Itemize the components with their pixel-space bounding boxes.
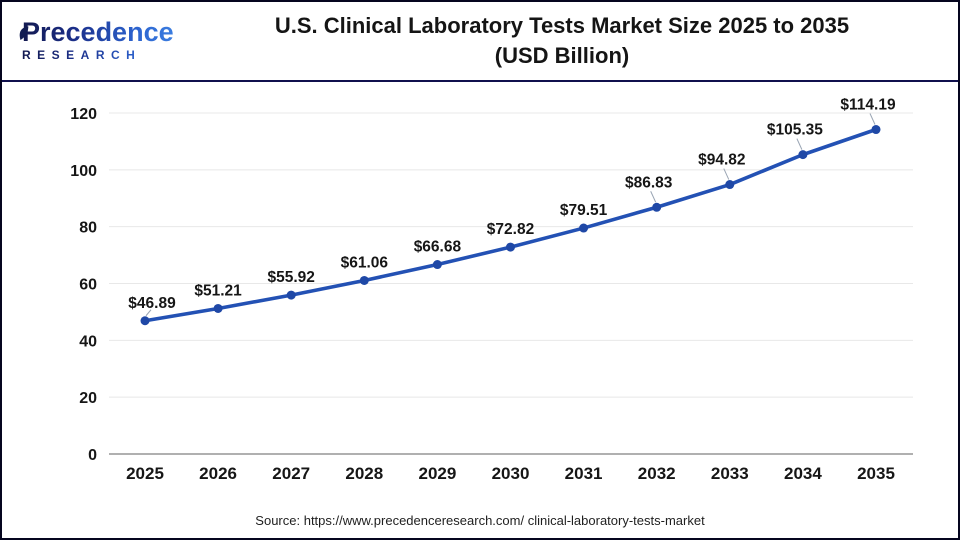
data-point-marker <box>286 290 296 300</box>
data-point-label: $51.21 <box>194 282 242 299</box>
y-tick-label: 20 <box>79 390 97 407</box>
source-text: Source: https://www.precedenceresearch.c… <box>255 513 705 528</box>
x-axis-label: 2035 <box>857 464 895 483</box>
label-leader-line <box>723 168 730 180</box>
data-point-marker <box>140 316 150 326</box>
data-point-marker <box>798 150 808 160</box>
x-axis-label: 2030 <box>492 464 530 483</box>
chart-title-line2: (USD Billion) <box>494 43 630 68</box>
y-tick-label: 80 <box>79 220 97 237</box>
data-point-marker <box>871 125 881 135</box>
x-axis-label: 2032 <box>638 464 676 483</box>
data-point-marker <box>213 303 223 313</box>
label-leader-line <box>796 138 803 150</box>
x-axis-label: 2033 <box>711 464 749 483</box>
data-point-marker <box>652 202 662 212</box>
data-point-label: $72.82 <box>487 221 534 238</box>
data-point-marker <box>432 260 442 270</box>
x-axis-label: 2034 <box>784 464 822 483</box>
logo-subtitle: RESEARCH <box>22 48 142 62</box>
header: Precedence RESEARCH U.S. Clinical Labora… <box>2 2 958 82</box>
data-point-label: $86.83 <box>625 174 673 191</box>
chart-title: U.S. Clinical Laboratory Tests Market Si… <box>172 11 958 71</box>
y-tick-label: 100 <box>70 163 97 180</box>
data-point-marker <box>506 242 515 252</box>
data-point-marker <box>359 275 369 285</box>
data-point-label: $79.51 <box>560 202 608 219</box>
x-axis-label: 2031 <box>565 464 603 483</box>
x-axis-label: 2029 <box>418 464 456 483</box>
x-axis-label: 2025 <box>126 464 164 483</box>
x-axis-label: 2026 <box>199 464 237 483</box>
leaf-icon <box>17 25 33 47</box>
data-point-marker <box>725 180 735 190</box>
logo-wordmark: Precedence <box>22 17 174 47</box>
y-tick-label: 120 <box>70 106 97 123</box>
y-tick-label: 40 <box>79 333 97 350</box>
x-axis-label: 2027 <box>272 464 310 483</box>
data-point-marker <box>579 223 589 233</box>
label-leader-line <box>145 309 152 317</box>
data-point-label: $105.35 <box>767 122 823 139</box>
data-point-label: $66.68 <box>414 239 462 256</box>
chart-title-line1: U.S. Clinical Laboratory Tests Market Si… <box>274 13 850 38</box>
data-point-label: $55.92 <box>267 269 314 286</box>
x-axis-label: 2028 <box>345 464 383 483</box>
y-tick-label: 0 <box>88 447 97 464</box>
line-chart: 0 20 40 60 80 100 120 2025 2026 2027 2028 2029 2030 2… <box>70 97 913 483</box>
data-point-label: $46.89 <box>128 295 176 312</box>
label-leader-line <box>650 191 657 203</box>
precedence-research-logo: Precedence RESEARCH <box>2 17 174 64</box>
label-leader-line <box>869 113 876 125</box>
data-point-label: $114.19 <box>840 97 896 114</box>
data-point-label: $61.06 <box>341 254 389 271</box>
y-tick-label: 60 <box>79 277 97 294</box>
data-point-label: $94.82 <box>698 152 745 169</box>
